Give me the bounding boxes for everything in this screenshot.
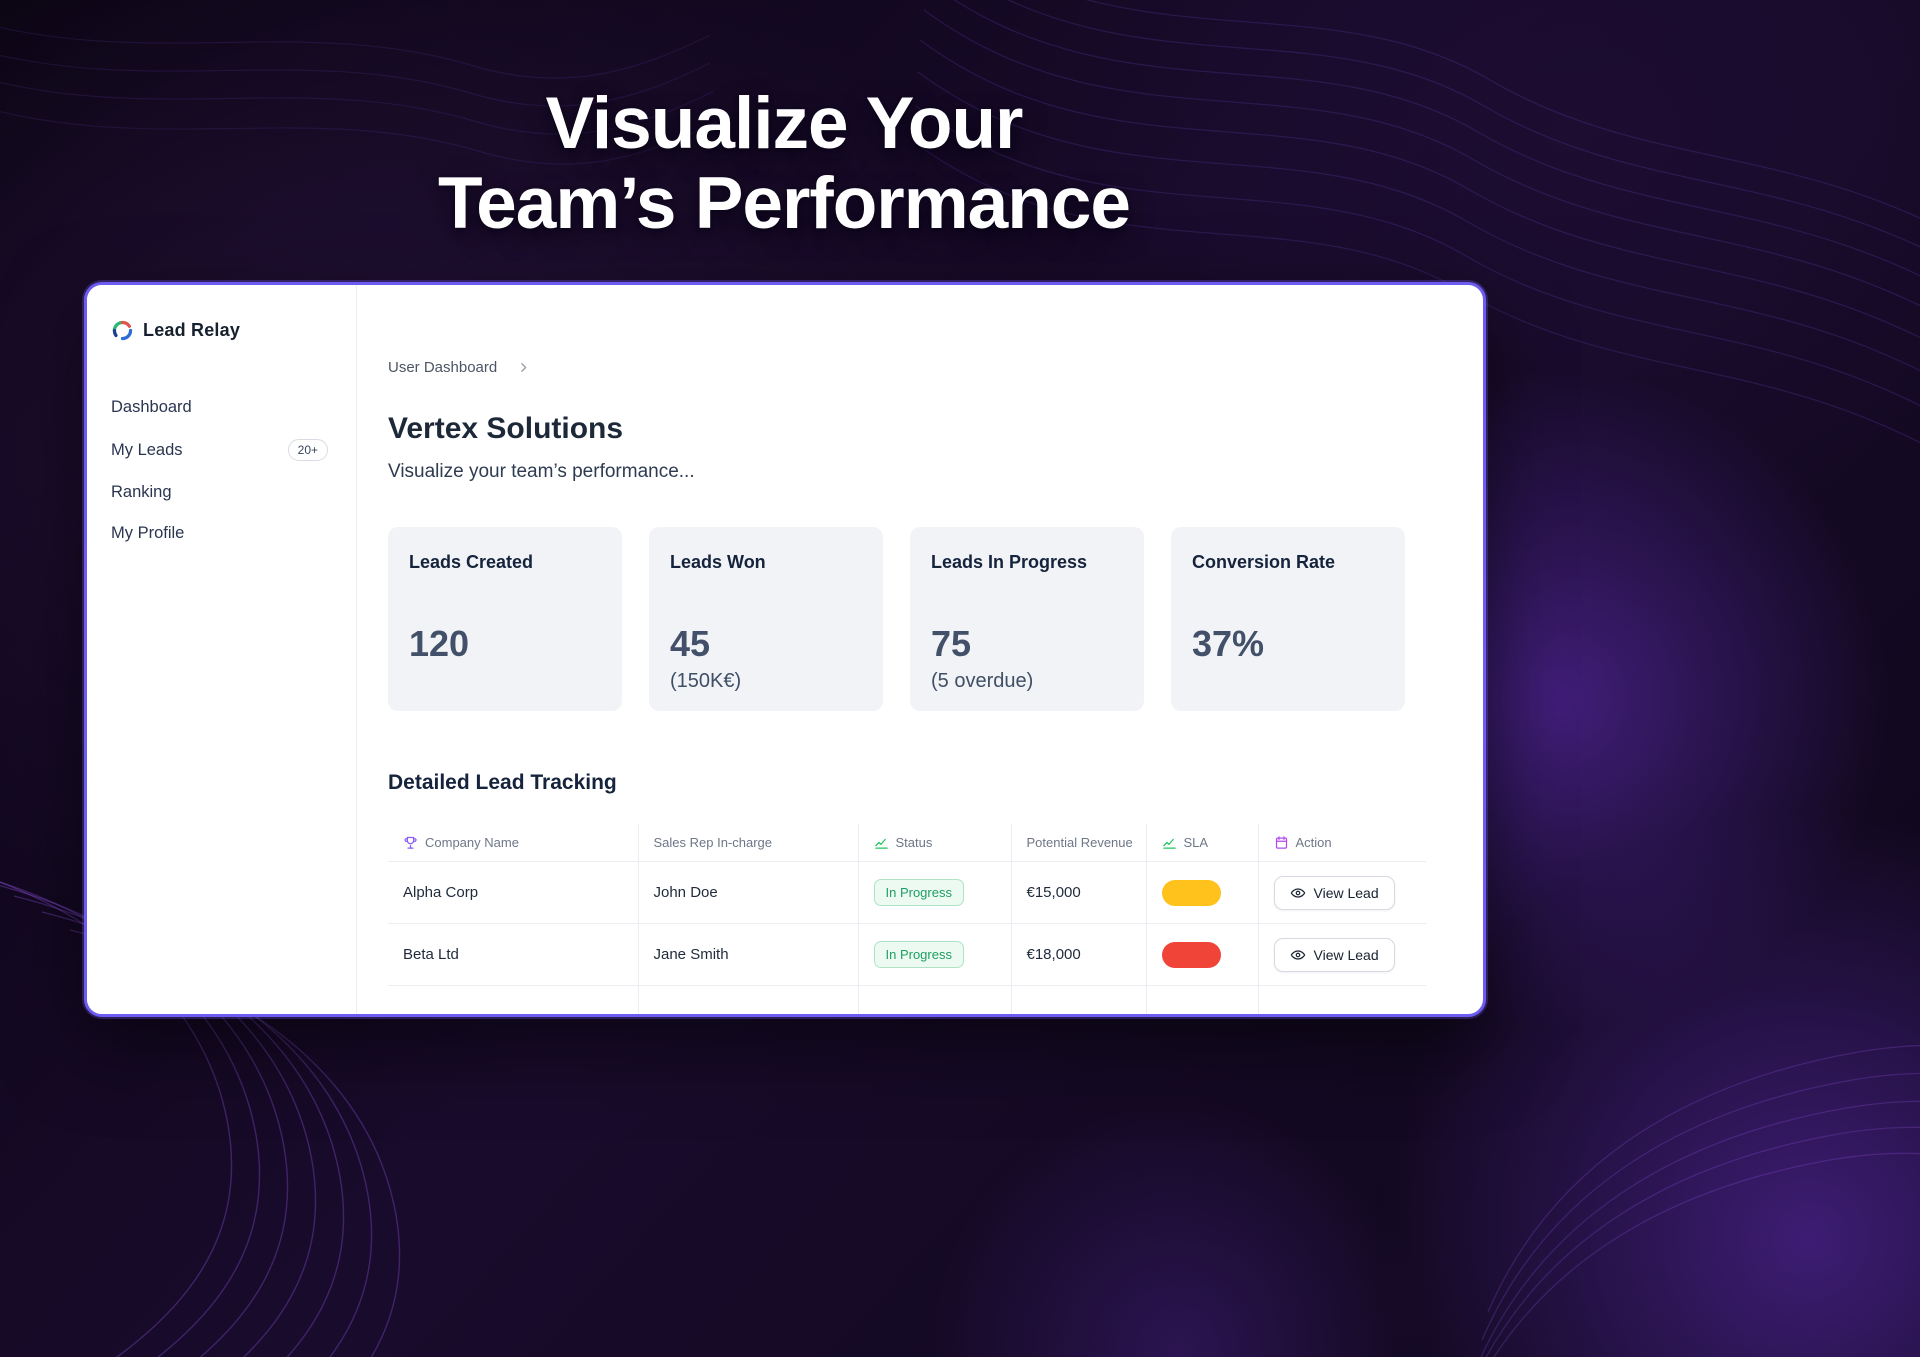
hero-heading: Visualize Your Team’s Performance [0, 84, 1568, 244]
sidebar-item-label: Ranking [111, 483, 172, 501]
sidebar-item-my-profile[interactable]: My Profile [111, 514, 328, 553]
cell-status [857, 985, 1012, 1014]
status-badge: In Progress [873, 941, 964, 968]
sidebar-item-label: Dashboard [111, 398, 192, 416]
sidebar-item-label: My Profile [111, 524, 185, 542]
my-leads-count-badge: 20+ [287, 439, 328, 461]
stat-sub [1192, 670, 1384, 696]
cell-revenue: €18,000 [1010, 923, 1147, 986]
column-label: Potential Revenue [1026, 835, 1133, 850]
stat-value: 45 [670, 623, 711, 664]
stat-label: Leads In Progress [931, 552, 1088, 572]
lead-relay-logo-icon [111, 319, 134, 342]
lead-tracking-title: Detailed Lead Tracking [388, 771, 617, 794]
page-subtitle: Visualize your team’s performance... [388, 461, 695, 482]
main-content: User Dashboard Vertex Solutions Visualiz… [357, 285, 1483, 1014]
column-header-sales-rep: Sales Rep In-charge [637, 823, 859, 862]
column-header-company-name: Company Name [387, 823, 639, 862]
chart-line-icon [874, 835, 889, 850]
cell-sla [1145, 985, 1259, 1014]
table-row-alpha-corp: Alpha Corp John Doe In Progress €15,000 [387, 861, 1427, 924]
stat-label: Leads Won [670, 552, 766, 572]
stat-sub: (5 overdue) [931, 670, 1034, 692]
view-lead-button[interactable]: View Lead [1273, 937, 1395, 972]
cell-sales-rep: Jane Smith [637, 923, 859, 986]
cell-status: In Progress [857, 923, 1012, 986]
stat-card-conversion-rate: Conversion Rate 37% [1171, 527, 1405, 711]
cell-status: In Progress [857, 861, 1012, 924]
cell-revenue [1010, 985, 1147, 1014]
brand[interactable]: Lead Relay [111, 319, 328, 342]
column-label: SLA [1183, 835, 1209, 850]
calendar-icon [1274, 835, 1289, 850]
table-row-clipped [387, 985, 1427, 1014]
cell-sla [1145, 861, 1259, 924]
table-header-row: Company Name Sales Rep In-charge [387, 823, 1427, 862]
hero-title-line1: Visualize Your [545, 83, 1024, 164]
cell-sales-rep: John Doe [637, 861, 859, 924]
stat-value: 120 [409, 623, 470, 664]
cell-action: View Lead [1257, 861, 1427, 924]
view-lead-label: View Lead [1313, 946, 1379, 963]
sla-indicator [1161, 941, 1221, 968]
stat-card-leads-in-progress: Leads In Progress 75 (5 overdue) [910, 527, 1144, 711]
sidebar-item-label: My Leads [111, 440, 183, 459]
sla-indicator [1161, 879, 1221, 906]
stat-label: Conversion Rate [1192, 552, 1336, 572]
sidebar-item-ranking[interactable]: Ranking [111, 473, 328, 512]
cell-action [1257, 985, 1427, 1014]
cell-sales-rep [637, 985, 859, 1014]
cell-company [387, 985, 639, 1014]
table-row-beta-ltd: Beta Ltd Jane Smith In Progress €18,000 [387, 923, 1427, 986]
lead-table: Company Name Sales Rep In-charge [387, 823, 1427, 1014]
cell-company: Alpha Corp [387, 861, 639, 924]
cell-sla [1145, 923, 1259, 986]
stat-sub [409, 670, 601, 696]
breadcrumb: User Dashboard [388, 359, 1483, 376]
sidebar: Lead Relay Dashboard My Leads 20+ Rankin… [87, 285, 357, 1014]
stat-card-leads-created: Leads Created 120 [388, 527, 622, 711]
column-header-action: Action [1257, 823, 1427, 862]
hero-title-line2: Team’s Performance [437, 163, 1131, 244]
stat-card-leads-won: Leads Won 45 (150K€) [649, 527, 883, 711]
stat-value: 75 [931, 623, 972, 664]
column-label: Action [1295, 835, 1332, 850]
cell-action: View Lead [1257, 923, 1427, 986]
app-window: Lead Relay Dashboard My Leads 20+ Rankin… [84, 282, 1486, 1017]
eye-icon [1290, 947, 1306, 963]
column-label: Status [895, 835, 933, 850]
breadcrumb-user-dashboard[interactable]: User Dashboard [388, 359, 498, 376]
sidebar-item-dashboard[interactable]: Dashboard [111, 388, 328, 427]
stat-sub: (150K€) [670, 670, 742, 692]
cell-company: Beta Ltd [387, 923, 639, 986]
brand-name: Lead Relay [143, 320, 241, 340]
column-header-potential-revenue: Potential Revenue [1010, 823, 1147, 862]
sidebar-nav: Dashboard My Leads 20+ Ranking My Profil… [111, 388, 328, 553]
chart-line-icon [1162, 835, 1177, 850]
page-title: Vertex Solutions [388, 412, 624, 445]
chevron-right-icon [517, 361, 530, 374]
view-lead-button[interactable]: View Lead [1273, 875, 1395, 910]
cell-revenue: €15,000 [1010, 861, 1147, 924]
column-header-sla: SLA [1145, 823, 1259, 862]
status-badge: In Progress [873, 879, 964, 906]
column-header-status: Status [857, 823, 1012, 862]
column-label: Company Name [425, 835, 519, 850]
sidebar-item-my-leads[interactable]: My Leads 20+ [111, 429, 328, 471]
trophy-icon [403, 835, 418, 850]
column-label: Sales Rep In-charge [653, 835, 773, 850]
view-lead-label: View Lead [1313, 884, 1379, 901]
stats-row: Leads Created 120 Leads Won 45 (150K€) L… [388, 527, 1483, 711]
stat-value: 37% [1192, 623, 1265, 664]
eye-icon [1290, 885, 1306, 901]
stat-label: Leads Created [409, 552, 534, 572]
